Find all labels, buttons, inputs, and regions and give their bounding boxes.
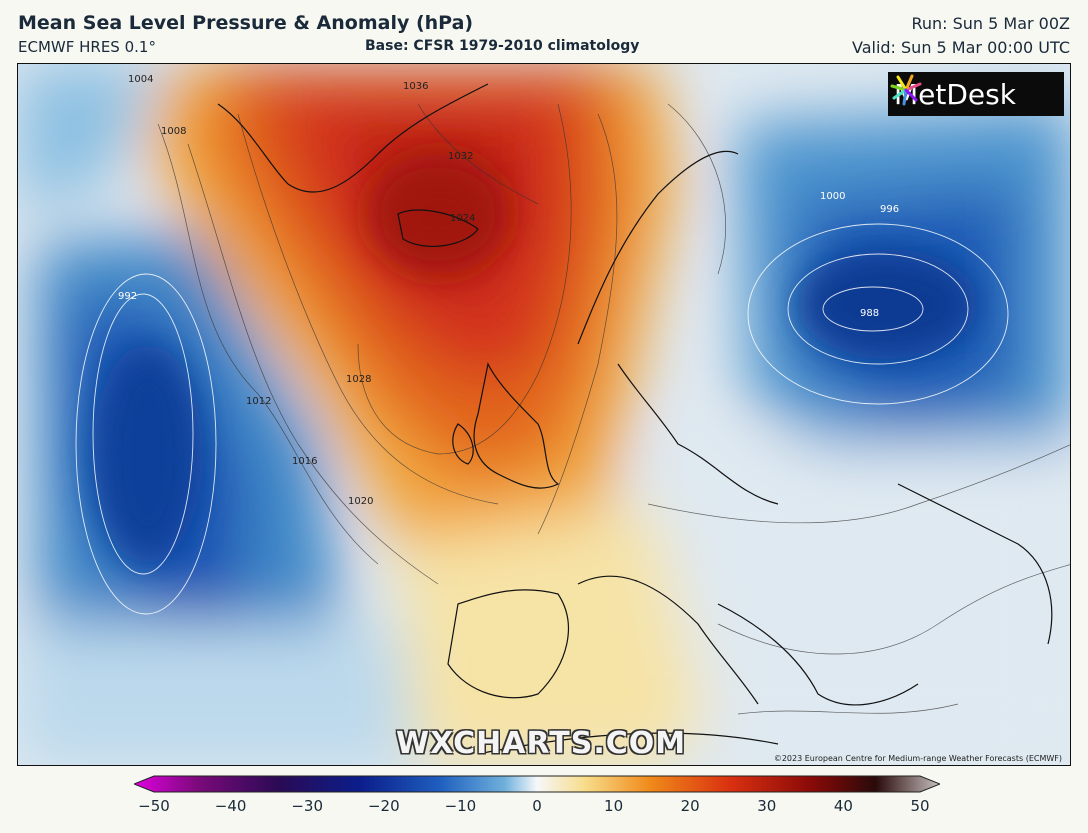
isobar-label: 1016 [292,456,317,467]
pinwheel-icon [890,74,922,106]
isobar-label: 1008 [161,126,186,137]
model-name: ECMWF HRES 0.1° [18,38,156,56]
isobar-label: 992 [118,291,137,302]
climatology-base: Base: CFSR 1979-2010 climatology [365,38,640,54]
isobars-low [75,223,1009,615]
colorbar-tick-label: −30 [291,797,324,815]
colorbar [134,775,940,793]
coastlines [217,83,1053,755]
isobar-label: 996 [880,204,899,215]
isobar-label: 1028 [346,374,371,385]
colorbar-tick-label: 20 [680,797,700,815]
colorbar-tick-label: 40 [833,797,853,815]
colorbar-tick-label: −50 [138,797,170,815]
isobar-label: 988 [860,308,879,319]
colorbar-tick-label: 50 [910,797,930,815]
colorbar-tick-label: 0 [532,797,542,815]
anomaly-field [18,64,1070,765]
anomaly-core [93,154,978,564]
isobar-label: 1020 [348,496,373,507]
isobar-label: 1036 [403,81,428,92]
isobar-label: 1024 [450,213,475,224]
chart-title: Mean Sea Level Pressure & Anomaly (hPa) [18,12,474,34]
isobar-label: 1032 [448,151,473,162]
map-canvas: 1004 1008 1012 1016 1020 1024 1028 1032 … [18,64,1070,765]
pressure-anomaly-map: 1004 1008 1012 1016 1020 1024 1028 1032 … [17,63,1071,766]
metdesk-logo: MetDesk [888,72,1064,116]
valid-time: Valid: Sun 5 Mar 00:00 UTC [851,38,1070,57]
colorbar-tick-label: 10 [604,797,624,815]
logo-text: MetDesk [894,77,1016,111]
colorbar-tick-label: −20 [367,797,400,815]
isobar-label: 1000 [820,191,845,202]
isobar-label: 1004 [128,74,153,85]
watermark: WXCHARTS.COM [396,726,687,761]
isobar-label: 1012 [246,396,271,407]
colorbar-tick-label: −10 [444,797,477,815]
run-time: Run: Sun 5 Mar 00Z [911,14,1070,33]
copyright-notice: ©2023 European Centre for Medium-range W… [773,754,1062,763]
colorbar-tick-label: 30 [757,797,777,815]
isobar-label-group: 1004 1008 1012 1016 1020 1024 1028 1032 … [118,74,899,507]
colorbar-tick-label: −40 [214,797,247,815]
isobars [157,103,1070,715]
